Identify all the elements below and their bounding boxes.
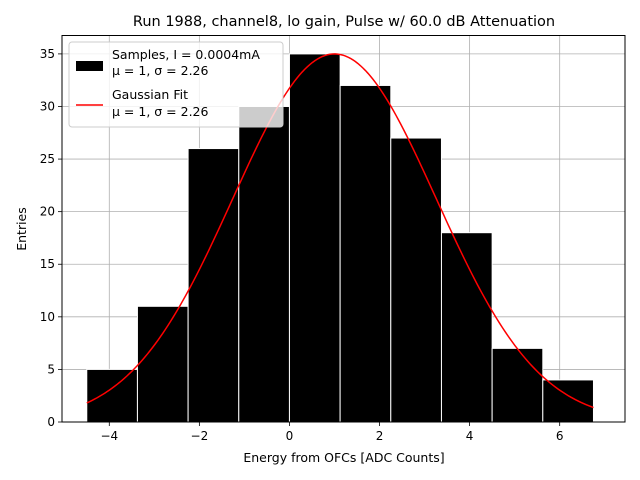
histogram-bar-7 — [390, 137, 442, 423]
y-tick-label: 30 — [40, 99, 55, 113]
x-tick-label: −4 — [100, 429, 118, 443]
x-tick-label: 2 — [376, 429, 384, 443]
histogram-bar-3 — [187, 148, 240, 423]
histogram-bar-6 — [339, 84, 392, 423]
y-tick-label: 20 — [40, 205, 55, 219]
x-tick-label: −2 — [191, 429, 209, 443]
gaussian-fit-line — [86, 53, 594, 409]
plot-frame — [61, 35, 626, 423]
y-tick-label: 15 — [40, 257, 55, 271]
x-axis-label: Energy from OFCs [ADC Counts] — [243, 450, 444, 465]
histogram-bars — [86, 53, 594, 423]
y-tick-label: 25 — [40, 152, 55, 166]
y-tick-label: 0 — [47, 415, 55, 429]
y-tick-label: 5 — [47, 362, 55, 376]
histogram-bar-8 — [440, 232, 493, 423]
y-axis-ticks: 0 5 10 15 20 25 30 35 — [40, 47, 62, 429]
histogram-bar-5 — [288, 53, 341, 423]
x-tick-label: 4 — [466, 429, 474, 443]
chart-title: Run 1988, channel8, lo gain, Pulse w/ 60… — [133, 14, 555, 30]
legend-box — [68, 41, 284, 128]
x-axis-ticks: −4 −2 0 2 4 6 — [100, 422, 564, 443]
histogram-bar-4 — [238, 105, 290, 423]
y-axis-label: Entries — [14, 207, 29, 251]
legend-samples-stats: μ = 1, σ = 2.26 — [112, 63, 208, 78]
gaussian-fit — [86, 53, 594, 409]
histogram-bar-1 — [86, 368, 138, 423]
histogram-bar-2 — [136, 305, 189, 423]
y-tick-label: 10 — [40, 310, 55, 324]
legend-samples-swatch — [76, 61, 103, 71]
histogram-bar-10 — [542, 379, 594, 423]
legend-samples-label: Samples, I = 0.0004mA — [112, 47, 260, 62]
x-tick-label: 6 — [556, 429, 564, 443]
y-tick-label: 35 — [40, 47, 55, 61]
histogram-bar-9 — [491, 347, 544, 423]
legend: Samples, I = 0.0004mA μ = 1, σ = 2.26 Ga… — [68, 41, 284, 128]
legend-fit-label: Gaussian Fit — [112, 87, 188, 102]
legend-fit-stats: μ = 1, σ = 2.26 — [112, 104, 208, 119]
x-tick-label: 0 — [286, 429, 294, 443]
